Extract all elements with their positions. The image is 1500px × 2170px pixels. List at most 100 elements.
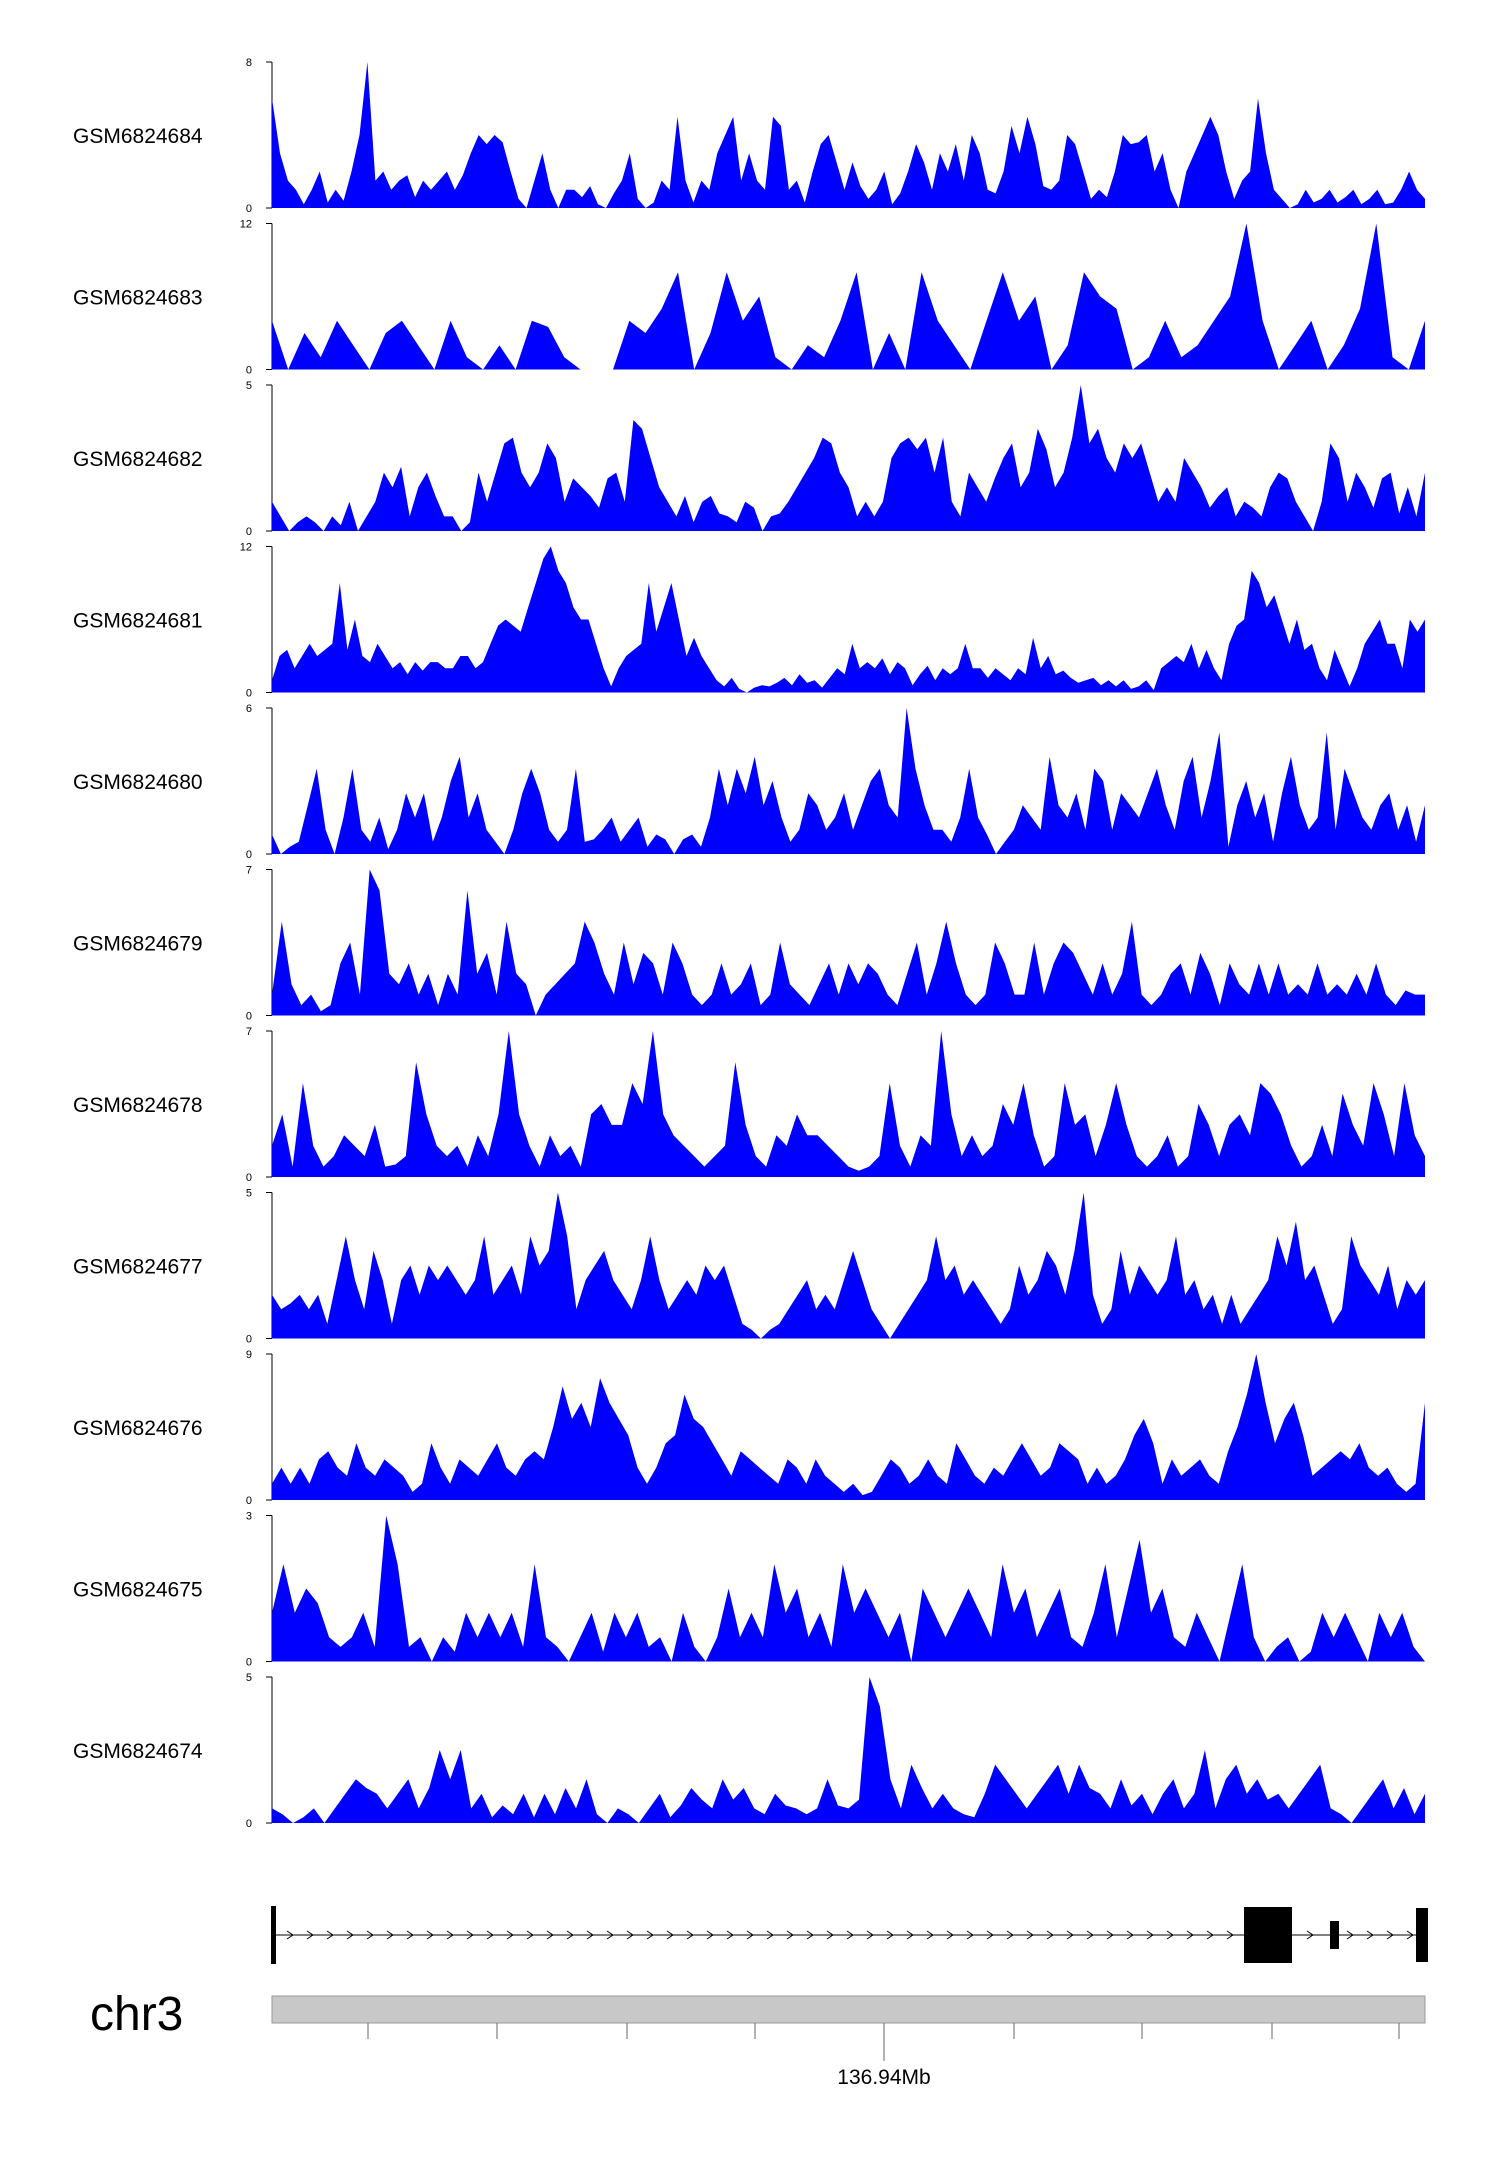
- exon-block: [1416, 1908, 1428, 1962]
- strand-arrow: [1406, 1930, 1414, 1940]
- y-tick-label-max: 6: [246, 703, 252, 715]
- strand-arrow: [426, 1930, 434, 1940]
- strand-arrow: [286, 1930, 294, 1940]
- track-label: GSM6824684: [73, 125, 203, 148]
- strand-arrow: [986, 1930, 994, 1940]
- strand-arrow: [946, 1930, 954, 1940]
- coverage-area: [272, 1192, 1425, 1339]
- strand-arrow: [1006, 1930, 1014, 1940]
- exon-block: [1244, 1907, 1292, 1963]
- gene-model: [271, 1906, 1428, 1964]
- y-tick-label-max: 8: [246, 57, 252, 69]
- y-tick-label-max: 3: [246, 1511, 252, 1523]
- chromosome-band: [271, 1995, 1426, 2024]
- y-tick-label-min: 0: [246, 1011, 252, 1023]
- strand-arrow: [766, 1930, 774, 1940]
- strand-arrow: [1226, 1930, 1234, 1940]
- coverage-area: [272, 1354, 1425, 1500]
- strand-arrow: [1146, 1930, 1154, 1940]
- track: GSM6824682 5 0: [73, 380, 1425, 538]
- track-label: GSM6824682: [73, 448, 203, 471]
- strand-arrow: [786, 1930, 794, 1940]
- strand-arrow: [626, 1930, 634, 1940]
- chromosome-axis: chr3 136.94Mb: [90, 1988, 1426, 2089]
- y-tick-label-min: 0: [246, 849, 252, 861]
- strand-arrow: [366, 1930, 374, 1940]
- coverage-area: [272, 62, 1425, 208]
- strand-arrow: [1306, 1930, 1314, 1940]
- track: GSM6824679 7 0: [73, 865, 1425, 1023]
- strand-arrow: [506, 1930, 514, 1940]
- track: GSM6824674 5 0: [73, 1672, 1425, 1830]
- y-tick-label-min: 0: [246, 203, 252, 215]
- coverage-area: [272, 869, 1425, 1016]
- strand-arrow: [866, 1930, 874, 1940]
- strand-arrow: [1166, 1930, 1174, 1940]
- exon-block: [271, 1906, 276, 1964]
- track-label: GSM6824675: [73, 1579, 203, 1602]
- track: GSM6824681 12 0: [73, 542, 1425, 700]
- strand-arrow: [666, 1930, 674, 1940]
- y-tick-label-min: 0: [246, 1818, 252, 1830]
- strand-arrow: [1366, 1930, 1374, 1940]
- y-tick-label-min: 0: [246, 1657, 252, 1669]
- track-label: GSM6824677: [73, 1256, 203, 1279]
- strand-arrow: [846, 1930, 854, 1940]
- track-label: GSM6824674: [73, 1740, 203, 1763]
- y-tick-label-max: 7: [246, 865, 252, 877]
- strand-arrow: [906, 1930, 914, 1940]
- y-tick-label-max: 5: [246, 1672, 252, 1684]
- track-label: GSM6824680: [73, 771, 203, 794]
- strand-arrow: [1106, 1930, 1114, 1940]
- coverage-area: [272, 546, 1425, 693]
- strand-arrow: [1386, 1930, 1394, 1940]
- track: GSM6824676 9 0: [73, 1349, 1425, 1507]
- strand-arrow: [606, 1930, 614, 1940]
- strand-arrow: [1186, 1930, 1194, 1940]
- track-label: GSM6824681: [73, 610, 203, 633]
- strand-arrow: [1066, 1930, 1074, 1940]
- axis-position-label: 136.94Mb: [837, 2066, 930, 2089]
- strand-arrow: [466, 1930, 474, 1940]
- strand-arrow: [886, 1930, 894, 1940]
- strand-arrow: [686, 1930, 694, 1940]
- strand-arrow: [546, 1930, 554, 1940]
- chromosome-label: chr3: [90, 1988, 183, 2041]
- strand-arrow: [326, 1930, 334, 1940]
- track-label: GSM6824683: [73, 287, 203, 310]
- track: GSM6824678 7 0: [73, 1026, 1425, 1184]
- strand-arrow: [806, 1930, 814, 1940]
- strand-arrow: [746, 1930, 754, 1940]
- strand-arrow: [306, 1930, 314, 1940]
- strand-arrow: [826, 1930, 834, 1940]
- strand-arrow: [1126, 1930, 1134, 1940]
- strand-arrow: [926, 1930, 934, 1940]
- track-label: GSM6824678: [73, 1094, 203, 1117]
- strand-arrow: [446, 1930, 454, 1940]
- y-tick-label-min: 0: [246, 688, 252, 700]
- y-tick-label-max: 7: [246, 1026, 252, 1038]
- y-tick-label-min: 0: [246, 1334, 252, 1346]
- coverage-area: [272, 1031, 1425, 1177]
- strand-arrow: [486, 1930, 494, 1940]
- strand-arrow: [1346, 1930, 1354, 1940]
- strand-arrow: [706, 1930, 714, 1940]
- strand-arrow: [406, 1930, 414, 1940]
- coverage-area: [272, 385, 1425, 531]
- strand-arrow: [1026, 1930, 1034, 1940]
- coverage-area: [272, 223, 1425, 370]
- strand-arrow: [646, 1930, 654, 1940]
- y-tick-label-min: 0: [246, 1172, 252, 1184]
- track-label: GSM6824679: [73, 933, 203, 956]
- y-tick-label-max: 5: [246, 1188, 252, 1200]
- exon-block: [1330, 1921, 1339, 1949]
- track: GSM6824677 5 0: [73, 1188, 1425, 1346]
- coverage-area: [272, 1677, 1425, 1823]
- coverage-area: [272, 708, 1425, 854]
- y-tick-label-max: 12: [240, 219, 252, 231]
- y-tick-label-max: 12: [240, 542, 252, 554]
- strand-arrow: [1046, 1930, 1054, 1940]
- strand-arrow: [1206, 1930, 1214, 1940]
- y-tick-label-max: 9: [246, 1349, 252, 1361]
